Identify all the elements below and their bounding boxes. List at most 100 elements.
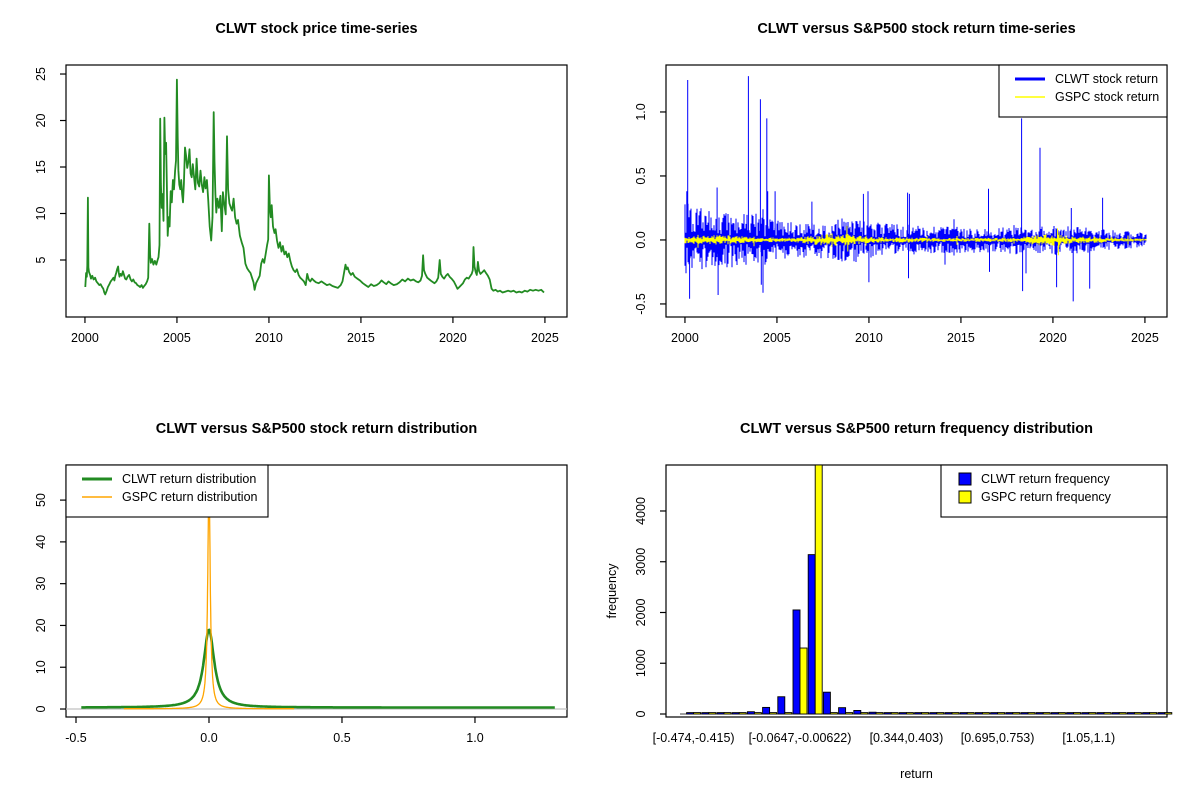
gspc-frequency-bar [997, 712, 1006, 715]
clwt-frequency-bar [1035, 712, 1044, 715]
panel-price-timeseries: CLWT stock price time-series 2000 2005 2010… [0, 0, 600, 400]
bin-label: [-0.474,-0.415) [653, 731, 735, 745]
x-tick-label: 2025 [1131, 331, 1159, 345]
panel-return-frequency: CLWT versus S&P500 return frequency dist… [600, 400, 1200, 800]
clwt-density-curve [80, 628, 556, 709]
y-tick-label: 0 [634, 710, 648, 717]
clwt-frequency-bar [1005, 712, 1014, 715]
clwt-frequency-bar [959, 712, 968, 715]
clwt-frequency-bar [1096, 712, 1105, 715]
y-tick-label: 20 [34, 618, 48, 632]
gspc-frequency-bar [1088, 712, 1097, 715]
y-tick-label: 10 [34, 660, 48, 674]
clwt-frequency-bar [822, 691, 831, 715]
gspc-frequency-bar [708, 712, 717, 715]
return-distribution-chart: CLWT versus S&P500 stock return distribu… [34, 421, 568, 745]
return-frequency-chart: CLWT versus S&P500 return frequency dist… [605, 421, 1173, 781]
chart-title: CLWT versus S&P500 stock return distribu… [156, 421, 478, 437]
y-tick-label: 10 [34, 207, 48, 221]
plot-box [65, 64, 568, 318]
clwt-frequency-bar [1157, 712, 1166, 715]
x-axis-title: return [900, 767, 933, 781]
gspc-frequency-bar [1012, 712, 1021, 715]
x-tick-label: 2015 [947, 331, 975, 345]
gspc-frequency-bar [875, 712, 884, 715]
y-tick-label: 1000 [634, 649, 648, 677]
gspc-frequency-bar [981, 712, 990, 715]
y-tick-label: 40 [34, 535, 48, 549]
clwt-frequency-bar [883, 712, 892, 715]
x-tick-label: 2000 [71, 331, 99, 345]
clwt-frequency-bar [1111, 712, 1120, 715]
gspc-frequency-bar [1164, 712, 1173, 715]
gspc-frequency-bar [738, 712, 747, 715]
clwt-frequency-bar [807, 554, 816, 715]
plot-box [65, 464, 568, 718]
chart-title: CLWT versus S&P500 return frequency dist… [740, 421, 1093, 437]
plot-box [665, 64, 1168, 318]
gspc-frequency-bar [951, 712, 960, 715]
clwt-frequency-bar [1142, 712, 1151, 715]
gspc-frequency-bar [890, 712, 899, 715]
clwt-frequency-bar [746, 711, 755, 715]
clwt-frequency-bar [838, 707, 847, 715]
chart-title: CLWT stock price time-series [215, 21, 417, 37]
legend-label: CLWT stock return [1055, 72, 1158, 86]
x-tick-label: 1.0 [466, 731, 483, 745]
y-tick-label: 5 [34, 256, 48, 263]
gspc-frequency-bar [723, 712, 732, 715]
panel-return-distribution: CLWT versus S&P500 stock return distribu… [0, 400, 600, 800]
legend-label: GSPC return frequency [981, 490, 1112, 504]
clwt-frequency-bar [914, 712, 923, 715]
x-tick-label: 0.0 [200, 731, 217, 745]
legend-swatch [958, 472, 972, 486]
gspc-frequency-bar [1118, 712, 1127, 715]
y-tick-label: 0.5 [634, 167, 648, 184]
y-tick-label: 20 [34, 114, 48, 128]
y-tick-label: 0.0 [634, 231, 648, 248]
x-tick-label: 2015 [347, 331, 375, 345]
gspc-frequency-bar [845, 712, 854, 715]
bin-label: [1.05,1.1) [1062, 731, 1115, 745]
plot-box [665, 464, 1168, 718]
clwt-frequency-bar [1020, 712, 1029, 715]
clwt-frequency-bar [974, 712, 983, 715]
gspc-frequency-bar [784, 712, 793, 715]
gspc-frequency-bar [1073, 712, 1082, 715]
clwt-frequency-bar [1126, 712, 1135, 715]
y-tick-label: 15 [34, 160, 48, 174]
gspc-frequency-bar [753, 712, 762, 715]
price-line [84, 78, 545, 296]
y-tick-label: 25 [34, 67, 48, 81]
gspc-frequency-bar [1103, 712, 1112, 715]
y-tick-label: -0.5 [634, 293, 648, 315]
x-tick-label: 2025 [531, 331, 559, 345]
clwt-frequency-bar [898, 712, 907, 715]
clwt-frequency-bar [1050, 712, 1059, 715]
x-tick-label: 2005 [163, 331, 191, 345]
gspc-frequency-bar [1149, 712, 1158, 715]
y-tick-label: 4000 [634, 497, 648, 525]
x-tick-label: 2020 [439, 331, 467, 345]
return-timeseries-chart: CLWT versus S&P500 stock return time-ser… [634, 21, 1168, 345]
x-tick-label: 2005 [763, 331, 791, 345]
bin-label: [0.695,0.753) [961, 731, 1035, 745]
y-tick-label: 1.0 [634, 103, 648, 120]
y-tick-label: 30 [34, 577, 48, 591]
clwt-frequency-bar [701, 712, 710, 715]
legend-box [940, 464, 1168, 518]
x-tick-label: 2020 [1039, 331, 1067, 345]
clwt-frequency-bar [868, 711, 877, 715]
legend-swatch [958, 490, 972, 504]
clwt-frequency-bar [792, 609, 801, 715]
gspc-frequency-bar [966, 712, 975, 715]
clwt-frequency-bar [777, 696, 786, 715]
y-tick-label: 3000 [634, 548, 648, 576]
gspc-frequency-bar [769, 712, 778, 715]
x-tick-label: 2010 [255, 331, 283, 345]
legend-label: CLWT return frequency [981, 472, 1111, 486]
gspc-return-series [684, 225, 1147, 256]
legend-label: GSPC stock return [1055, 90, 1159, 104]
